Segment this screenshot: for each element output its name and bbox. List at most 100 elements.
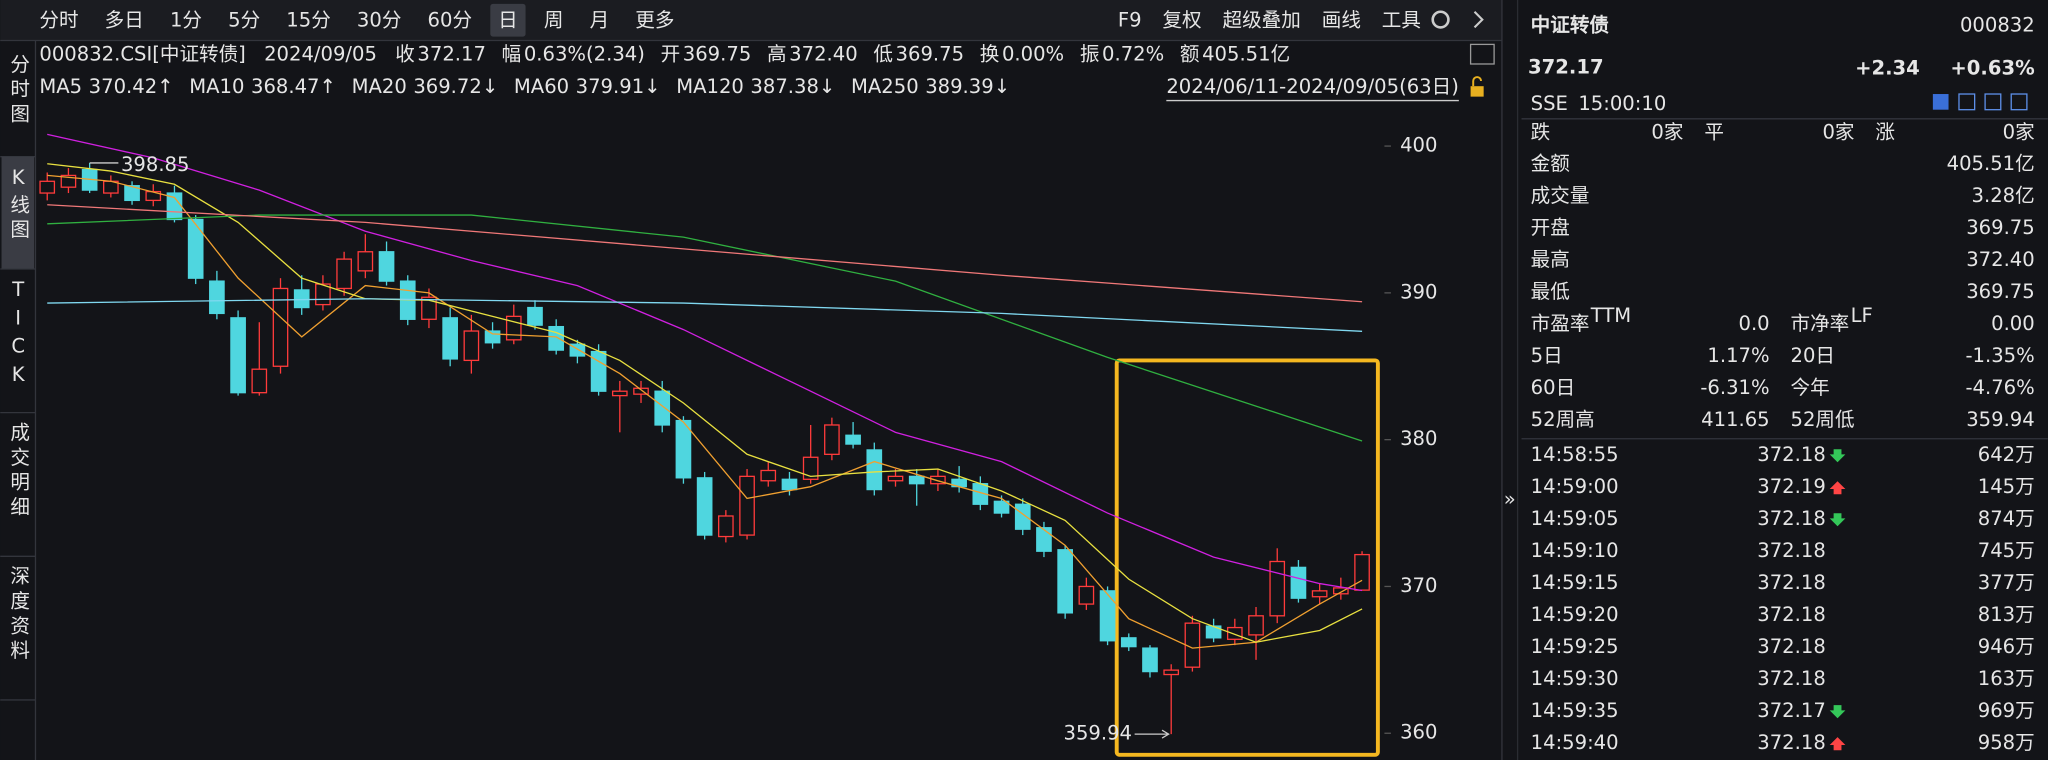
stat-value: 369.75: [1966, 216, 2035, 239]
low-marker-arrow: [1161, 729, 1170, 739]
quote-price: 372.17: [1528, 55, 1604, 78]
candle-body: [1099, 590, 1116, 642]
tool-button[interactable]: 画线: [1322, 8, 1361, 31]
tool-button[interactable]: 超级叠加: [1223, 8, 1301, 31]
stat-label: 5日: [1531, 344, 1563, 367]
period-tab[interactable]: 日: [498, 8, 518, 31]
info-value: 369.75: [683, 42, 752, 65]
ma-value: 370.42↑: [89, 75, 174, 98]
candle-body: [1290, 566, 1307, 599]
info-label: 幅: [502, 42, 522, 65]
stat-value: 372.40: [1966, 248, 2035, 271]
candle-body: [675, 419, 692, 479]
candle-body: [760, 469, 777, 482]
period-tab[interactable]: 分时: [39, 8, 78, 31]
candle-body: [718, 515, 734, 538]
period-tab[interactable]: 周: [544, 8, 564, 31]
trade-price: 372.18: [1757, 667, 1826, 690]
breadth-label: 涨: [1875, 121, 1895, 144]
candle-body: [336, 258, 352, 290]
lock-icon[interactable]: [1470, 86, 1484, 97]
icons: [1431, 10, 2028, 111]
info-value: 0.63%(2.34): [524, 42, 645, 65]
toolbar-bg: [0, 0, 1502, 41]
ma-name: MA10: [189, 75, 244, 98]
candle-body: [1036, 527, 1052, 552]
candle-body: [209, 280, 225, 315]
side-tab[interactable]: 深度资料: [7, 565, 30, 664]
wp-icon[interactable]: [1469, 43, 1495, 65]
candle-body: [1163, 669, 1180, 676]
period-tab[interactable]: 1分: [170, 8, 202, 31]
candle-body: [845, 434, 861, 445]
trade-time: 14:58:55: [1531, 443, 1619, 466]
trade-time: 14:59:40: [1531, 731, 1619, 754]
add-icon[interactable]: [2010, 93, 2028, 111]
period-tab[interactable]: 60分: [428, 8, 473, 31]
save-icon[interactable]: [1958, 93, 1976, 111]
candle-body: [1269, 560, 1286, 617]
period-tab[interactable]: 月: [590, 8, 610, 31]
period-tab[interactable]: 多日: [105, 8, 144, 31]
trade-arrow-down: [1829, 449, 1846, 463]
candle-body: [696, 477, 713, 536]
date-range[interactable]: 2024/06/11-2024/09/05(63日): [1166, 75, 1459, 98]
period-tab[interactable]: 30分: [357, 8, 402, 31]
candle-body: [357, 251, 374, 272]
edit-icon[interactable]: [1932, 94, 1949, 110]
candle-body: [251, 368, 268, 394]
candle-body: [187, 218, 204, 279]
collapse-handle[interactable]: »: [1504, 488, 1516, 511]
candle-body: [1120, 637, 1137, 648]
stat-value: 359.94: [1966, 408, 2035, 431]
period-tab[interactable]: 5分: [228, 8, 260, 31]
quote-name: 中证转债: [1531, 14, 1610, 37]
stat-label: 成交量: [1531, 184, 1590, 207]
tool-button[interactable]: 工具: [1382, 8, 1421, 31]
side-tab[interactable]: 成交明细: [7, 422, 30, 521]
ma-line: [47, 204, 1363, 303]
stat-value: -4.76%: [1965, 376, 2034, 399]
info-value: 372.40: [789, 42, 858, 65]
ma-value: 387.38↓: [750, 75, 835, 98]
trade-price: 372.19: [1757, 475, 1826, 498]
quote-change: +2.34: [1855, 57, 1920, 80]
trade-arrow-down: [1829, 513, 1846, 527]
ma-name: MA20: [352, 75, 407, 98]
candle-body: [442, 317, 458, 360]
stat-label: 60日: [1531, 376, 1576, 399]
candle-body: [1078, 585, 1095, 605]
candle-body: [887, 475, 904, 482]
period-tab[interactable]: 更多: [635, 8, 674, 31]
settings-icon[interactable]: [1431, 10, 1450, 29]
stat-label: 52周高: [1531, 408, 1595, 431]
candle-body: [866, 449, 883, 491]
candle-body: [60, 174, 77, 188]
window-icon[interactable]: [1984, 93, 2002, 111]
candle-body: [1354, 553, 1370, 591]
period-active-bg: [490, 3, 526, 37]
side-tab[interactable]: TICK: [7, 278, 30, 391]
ma-value: 369.72↓: [413, 75, 498, 98]
stat-label: 20日: [1791, 344, 1836, 367]
ma-line: [47, 163, 1363, 643]
info-value: 369.75: [896, 42, 965, 65]
candle-body: [739, 475, 755, 536]
candle-body: [908, 475, 925, 485]
trade-price: 372.18: [1757, 539, 1826, 562]
next-icon[interactable]: [1473, 11, 1484, 29]
trade-price: 372.18: [1757, 443, 1826, 466]
trade-price: 372.18: [1757, 603, 1826, 626]
tool-button[interactable]: 复权: [1162, 8, 1201, 31]
stat-label-sup: LF: [1851, 304, 1873, 327]
ma-line: [47, 133, 1363, 592]
period-tab[interactable]: 15分: [286, 8, 330, 31]
trade-volume: 969万: [1978, 699, 2035, 722]
stat-label: 最低: [1531, 280, 1570, 303]
trade-arrow-up: [1829, 481, 1846, 495]
side-tab[interactable]: K线图: [7, 166, 30, 244]
side-tab[interactable]: 分时图: [7, 54, 30, 128]
stat-label: 52周低: [1791, 408, 1855, 431]
tool-button[interactable]: F9: [1118, 8, 1142, 31]
